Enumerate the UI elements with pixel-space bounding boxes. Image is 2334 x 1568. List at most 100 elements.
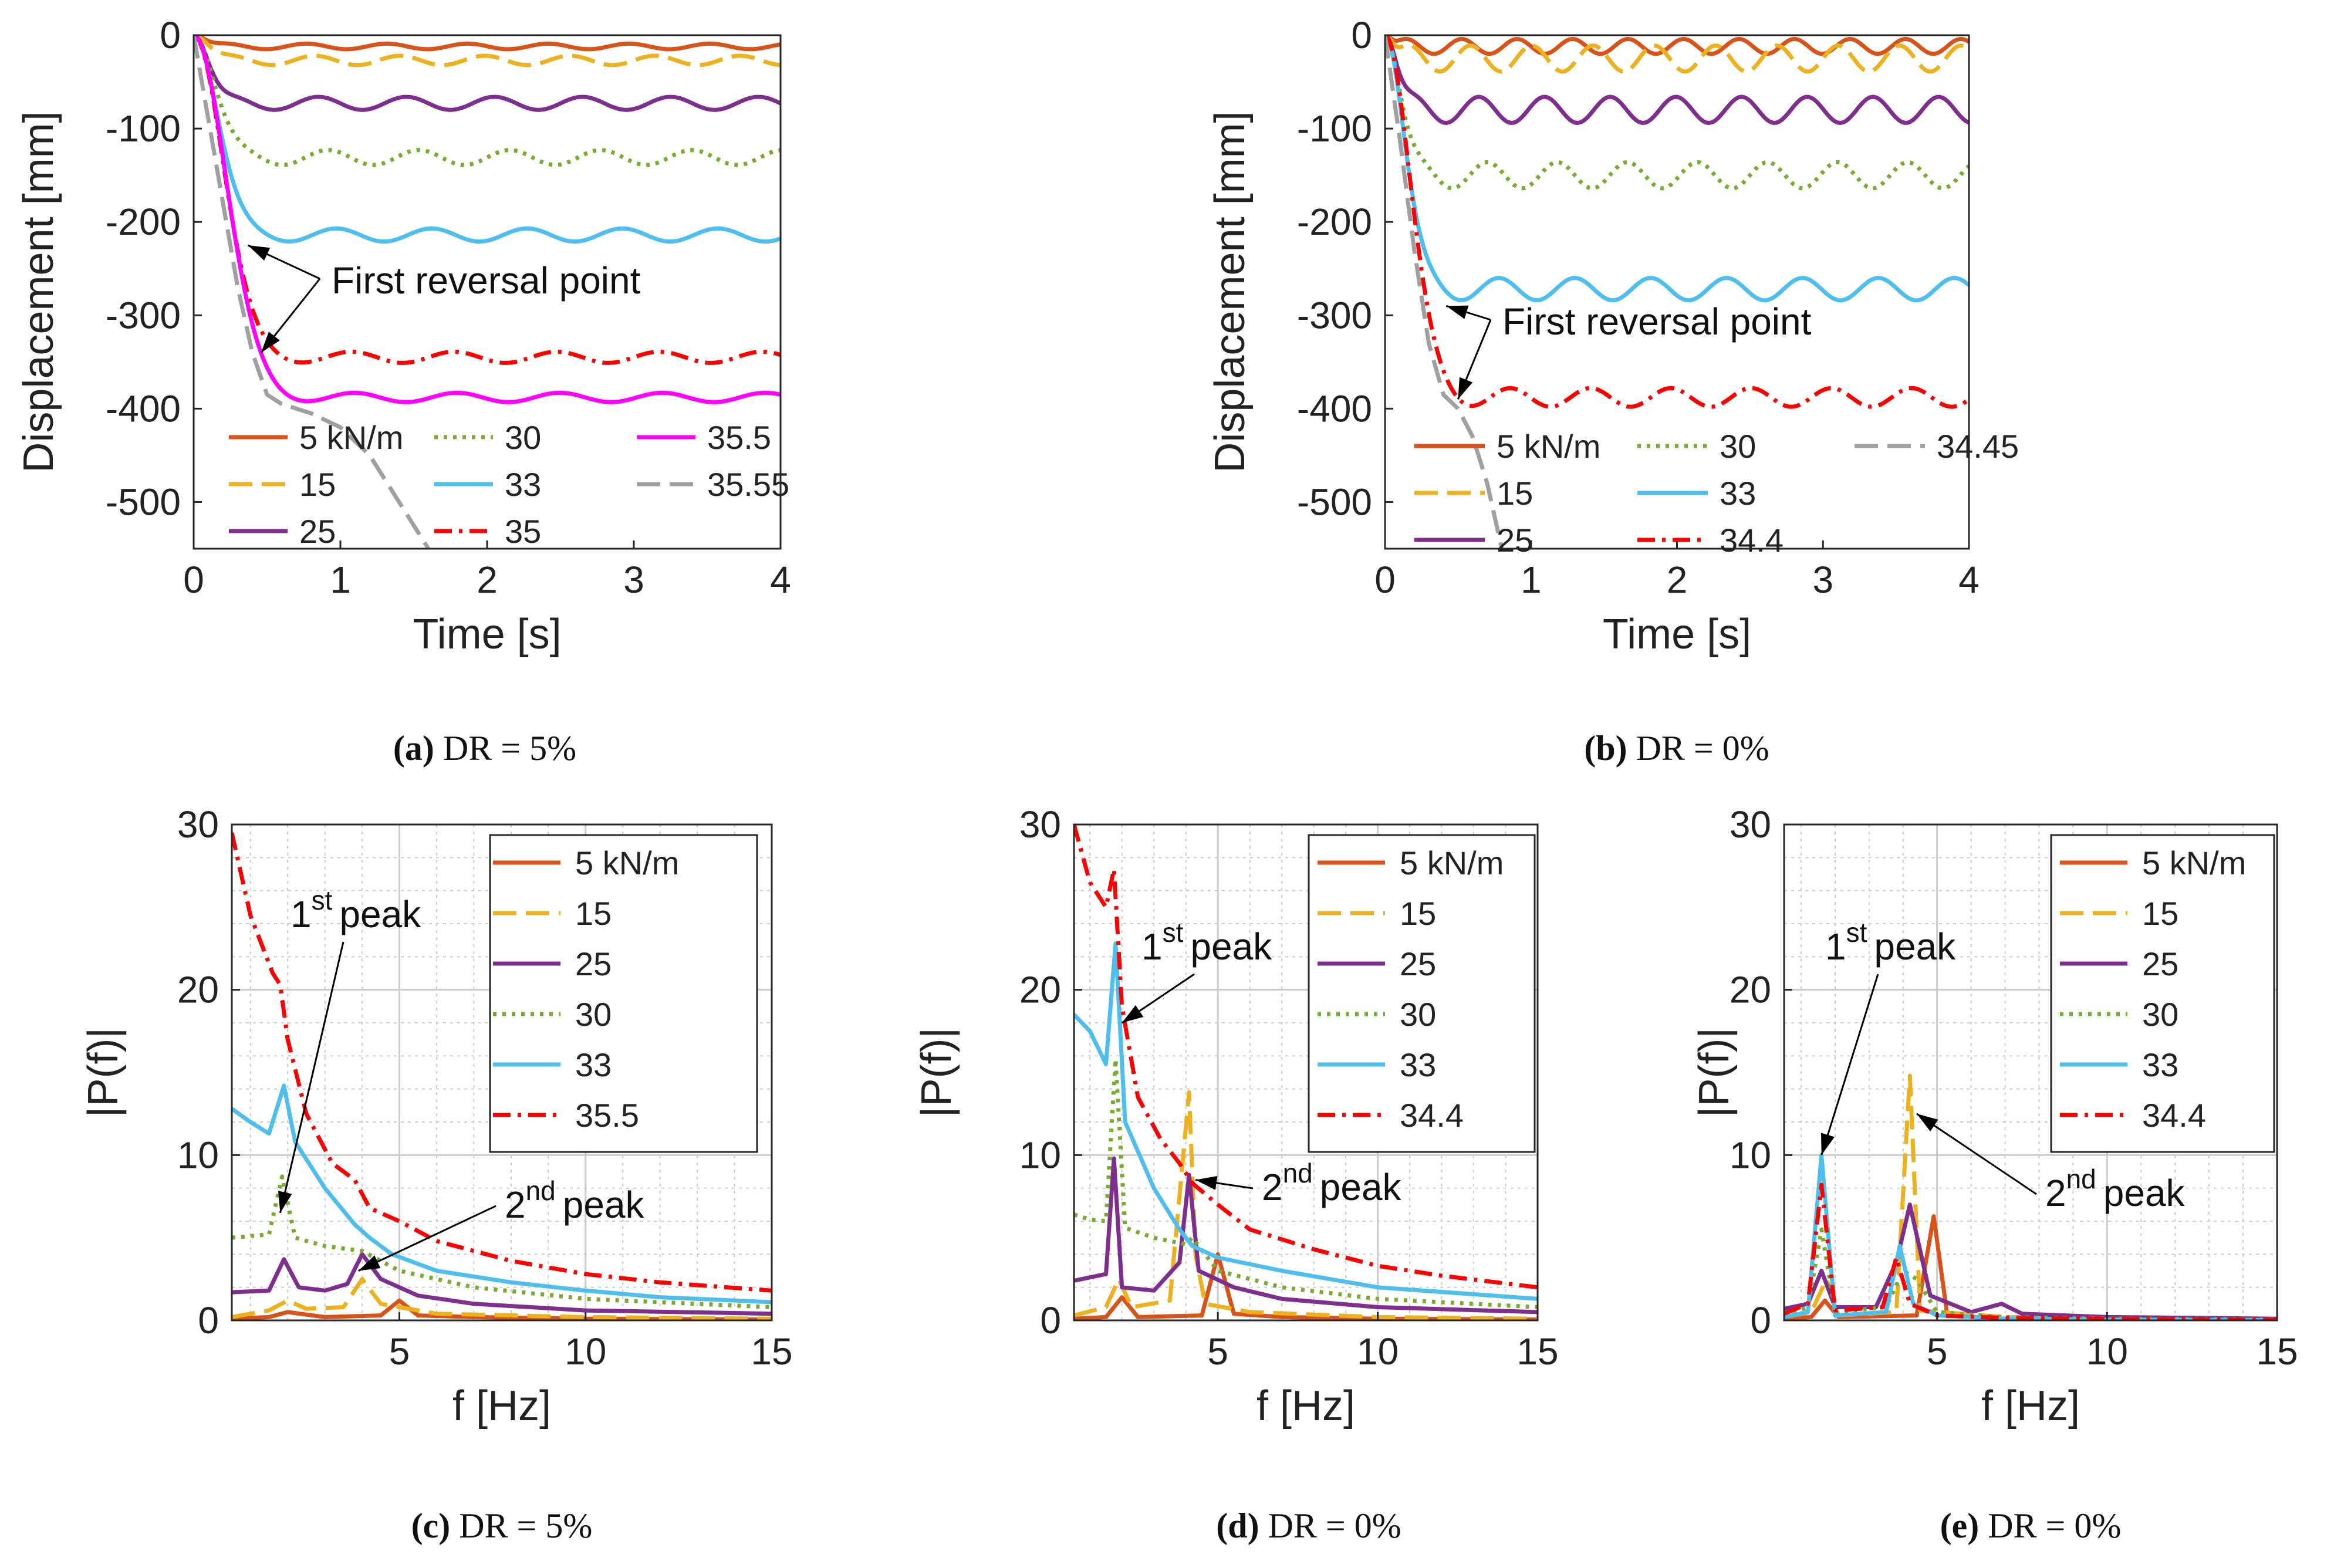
x-tick-label: 0 — [1374, 559, 1396, 601]
legend-label: 15 — [2142, 895, 2178, 932]
x-tick-label: 1 — [1521, 559, 1542, 601]
legend: 5 kN/m 15 25 30 33 35.5 — [489, 834, 758, 1153]
arrow-head — [1916, 1113, 1938, 1131]
y-tick-label: -100 — [1297, 107, 1372, 150]
annotation-text: 2nd peak — [1262, 1158, 1402, 1208]
y-tick-label: 20 — [177, 969, 219, 1011]
series-line-33 — [1074, 941, 1538, 1301]
x-axis-label: Time [s] — [413, 611, 561, 658]
annotation-number: 2 — [505, 1184, 526, 1226]
series-line-25 — [194, 35, 781, 112]
y-tick-label: 0 — [1040, 1299, 1061, 1341]
arrow-head — [261, 332, 280, 353]
annotation-superscript: st — [1163, 917, 1184, 948]
legend-label: 35.5 — [575, 1097, 639, 1134]
caption-letter: (d) — [1216, 1506, 1268, 1545]
series-line-25 — [232, 1252, 772, 1316]
series-line-34.4 — [1074, 824, 1538, 1290]
annotation-number: 2 — [2045, 1172, 2066, 1214]
y-tick-label: 20 — [1019, 969, 1061, 1011]
annotation-word: peak — [1190, 925, 1272, 968]
x-axis-label: f [Hz] — [1981, 1383, 2080, 1430]
plot-area — [1385, 35, 1969, 549]
annotation-arrow — [1916, 1113, 2037, 1195]
x-tick-label: 2 — [1667, 559, 1688, 601]
annotation-superscript: nd — [2066, 1164, 2096, 1194]
legend-label: 30 — [575, 996, 612, 1033]
y-tick-label: -500 — [1297, 481, 1372, 523]
series-line-15 — [232, 1277, 772, 1320]
legend-label: 5 kN/m — [1400, 844, 1504, 881]
y-tick-label: -200 — [1297, 201, 1372, 243]
y-tick-label: 0 — [1351, 14, 1372, 56]
y-tick-label: 10 — [177, 1134, 219, 1176]
caption-text: DR = 5% — [443, 729, 576, 768]
panel-a: 0 1 2 3 4 0 -100 -200 -300 -400 -500 Time [s] Displa… — [15, 14, 791, 768]
caption-letter: (b) — [1584, 729, 1636, 768]
caption-text: DR = 0% — [1268, 1506, 1401, 1545]
series-line-34.4 — [1385, 35, 1969, 409]
caption-letter: (e) — [1940, 1506, 1988, 1545]
legend-label: 34.4 — [1400, 1097, 1464, 1134]
arrow-head — [1820, 1133, 1835, 1155]
legend: 5 kN/m 15 25 30 33 34.4 34.45 — [1414, 428, 2019, 559]
x-tick-label: 15 — [751, 1330, 792, 1373]
series-line-15 — [1074, 1090, 1538, 1320]
axes-box — [231, 823, 773, 1322]
axes-box — [1073, 823, 1539, 1322]
x-tick-label: 5 — [1207, 1330, 1228, 1373]
series-line-30 — [194, 35, 781, 167]
annotations: 1st peak 2nd peak — [1820, 917, 2186, 1214]
annotation-text: 1st peak — [1141, 917, 1272, 968]
x-axis-label: f [Hz] — [1256, 1383, 1355, 1430]
series-line-5kNm — [1385, 35, 1969, 56]
annotation-text: 2nd peak — [505, 1175, 645, 1226]
panel-c: 5 10 15 0 10 20 30 f [Hz] |P(f)| 5 kN/m 15 25 30 33 35… — [80, 803, 793, 1545]
annotations: 1st peak 2nd peak — [1121, 917, 1402, 1208]
legend-label: 5 kN/m — [2142, 844, 2246, 881]
series-line-34.45 — [1385, 35, 1504, 549]
y-tick-label: 0 — [198, 1299, 219, 1341]
annotation-word: peak — [563, 1184, 645, 1226]
legend-label: 5 kN/m — [1497, 428, 1600, 465]
y-tick-label: -100 — [106, 107, 181, 150]
x-tick-label: 3 — [623, 559, 644, 601]
annotation-number: 2 — [1262, 1166, 1283, 1208]
x-axis-label: f [Hz] — [452, 1383, 551, 1430]
legend-box — [1308, 834, 1536, 1153]
legend-label: 25 — [1497, 522, 1533, 559]
legend: 5 kN/m 15 25 30 33 35 35.5 35.55 — [229, 419, 789, 550]
legend-label: 15 — [575, 895, 612, 932]
annotation-arrow — [279, 941, 344, 1214]
x-tick-label: 2 — [477, 559, 498, 601]
x-tick-label: 15 — [1516, 1330, 1558, 1373]
annotation-text: 1st peak — [1825, 917, 1956, 968]
legend: 5 kN/m 15 25 30 33 34.4 — [2050, 834, 2275, 1153]
y-tick-label: -500 — [106, 481, 181, 523]
annotation-number: 1 — [291, 893, 312, 935]
y-tick-label: 30 — [177, 803, 219, 846]
panel-caption: (b) DR = 0% — [1584, 729, 1769, 768]
annotation-word: peak — [1874, 925, 1956, 968]
legend-label: 33 — [1720, 475, 1756, 512]
legend-label: 15 — [299, 466, 336, 503]
y-tick-label: 10 — [1019, 1134, 1061, 1176]
y-tick-label: -200 — [106, 201, 181, 243]
x-tick-label: 10 — [565, 1330, 606, 1373]
series-line-35 — [194, 35, 781, 365]
series-line-5kNm — [194, 35, 781, 52]
y-tick-label: 30 — [1730, 803, 1771, 846]
legend-box — [2050, 834, 2275, 1153]
arrow-head — [248, 245, 271, 261]
series-line-33 — [232, 1083, 772, 1305]
series-line-15 — [194, 35, 781, 67]
caption-letter: (c) — [411, 1506, 460, 1545]
legend-box — [489, 834, 758, 1153]
arrow-head — [1122, 1005, 1144, 1023]
y-axis-label: |P(f)| — [913, 1028, 960, 1117]
legend-label: 15 — [1400, 895, 1436, 932]
legend-label: 34.45 — [1937, 428, 2019, 465]
legend-label: 33 — [2142, 1046, 2178, 1083]
legend-label: 30 — [1720, 428, 1756, 465]
arrow-head — [1195, 1175, 1218, 1190]
